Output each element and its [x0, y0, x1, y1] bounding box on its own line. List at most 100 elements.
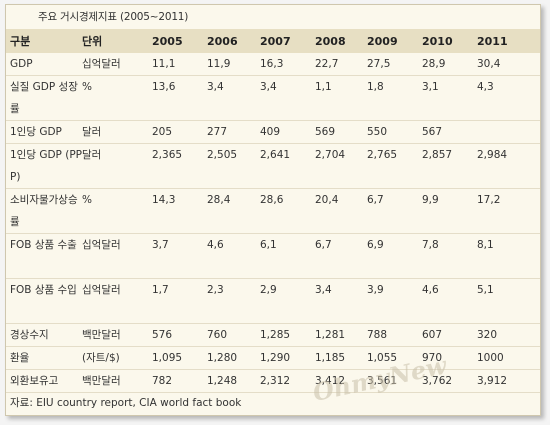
- row-label: 실질 GDP 성장률: [6, 75, 82, 121]
- value-cell: 1,8: [367, 75, 422, 121]
- table-row: FOB 상품 수입 십억달러 1,7 2,3 2,9 3,4 3,9 4,6 5,1: [6, 278, 540, 324]
- value-cell: 576: [152, 323, 207, 347]
- value-cell: 3,4: [207, 75, 260, 121]
- value-cell: 2,704: [315, 143, 367, 189]
- value-cell: 1,290: [260, 346, 315, 370]
- value-cell: 1,095: [152, 346, 207, 370]
- value-cell: 11,9: [207, 53, 260, 76]
- value-cell: 205: [152, 120, 207, 144]
- value-cell: 2,765: [367, 143, 422, 189]
- table-row: GDP 십억달러 11,1 11,9 16,3 22,7 27,5 28,9 30,4: [6, 53, 540, 76]
- row-label: 1인당 GDP: [6, 120, 82, 144]
- table-row: 실질 GDP 성장률% 13,6 3,4 3,4 1,1 1,8 3,1 4,3: [6, 75, 540, 121]
- row-label: 소비자물가상승률: [6, 188, 82, 234]
- row-label: GDP: [6, 53, 82, 76]
- value-cell: 28,9: [422, 53, 477, 76]
- row-unit: 십억달러: [82, 278, 152, 324]
- header-cell: 2011: [477, 34, 508, 48]
- value-cell: 760: [207, 323, 260, 347]
- value-cell: 3,561: [367, 369, 422, 393]
- value-cell: 13,6: [152, 75, 207, 121]
- header-cell: 2010: [422, 34, 453, 48]
- value-cell: 788: [367, 323, 422, 347]
- header-cell: 단위: [82, 35, 103, 48]
- value-cell: 1,7: [152, 278, 207, 324]
- row-unit: 백만달러: [82, 369, 152, 393]
- value-cell: 11,1: [152, 53, 207, 76]
- header-cell: 2007: [260, 34, 291, 48]
- row-label: FOB 상품 수입: [6, 278, 82, 324]
- value-cell: 4,6: [207, 233, 260, 279]
- table-row: 경상수지 백만달러 576 760 1,285 1,281 788 607 320: [6, 323, 540, 347]
- value-cell: 16,3: [260, 53, 315, 76]
- value-cell: 970: [422, 346, 477, 370]
- value-cell: 9,9: [422, 188, 477, 234]
- source-note: 자료: EIU country report, CIA world fact b…: [10, 397, 242, 409]
- row-unit: 달러: [82, 120, 152, 144]
- value-cell: 28,6: [260, 188, 315, 234]
- value-cell: 1000: [477, 346, 540, 370]
- value-cell: 550: [367, 120, 422, 144]
- value-cell: 569: [315, 120, 367, 144]
- value-cell: 2,505: [207, 143, 260, 189]
- value-cell: 2,984: [477, 143, 540, 189]
- value-cell: 2,312: [260, 369, 315, 393]
- row-unit: (자트/$): [82, 346, 152, 370]
- value-cell: 607: [422, 323, 477, 347]
- value-cell: 4,3: [477, 75, 540, 121]
- value-cell: 3,762: [422, 369, 477, 393]
- value-cell: 1,185: [315, 346, 367, 370]
- value-cell: 28,4: [207, 188, 260, 234]
- value-cell: 8,1: [477, 233, 540, 279]
- value-cell: 27,5: [367, 53, 422, 76]
- row-label: 경상수지: [6, 323, 82, 347]
- row-unit: 십억달러: [82, 233, 152, 279]
- value-cell: 1,285: [260, 323, 315, 347]
- row-unit: 십억달러: [82, 53, 152, 76]
- row-label: 외환보유고: [6, 369, 82, 393]
- table-row: 환율 (자트/$) 1,095 1,280 1,290 1,185 1,055 970 1000: [6, 346, 540, 370]
- value-cell: 6,7: [315, 233, 367, 279]
- value-cell: 3,7: [152, 233, 207, 279]
- value-cell: 2,641: [260, 143, 315, 189]
- value-cell: 6,1: [260, 233, 315, 279]
- row-unit: %: [82, 188, 152, 234]
- header-cell: 2005: [152, 34, 183, 48]
- value-cell: 7,8: [422, 233, 477, 279]
- header-cell: 2006: [207, 34, 238, 48]
- value-cell: 1,055: [367, 346, 422, 370]
- header-cell: 구분: [10, 35, 31, 48]
- value-cell: 5,1: [477, 278, 540, 324]
- indicator-table: 구분 단위 2005 2006 2007 2008 2009 2010 2011…: [6, 29, 540, 393]
- value-cell: 3,4: [260, 75, 315, 121]
- row-label: 1인당 GDP (PPP): [6, 143, 82, 189]
- value-cell: 320: [477, 323, 540, 347]
- value-cell: 3,9: [367, 278, 422, 324]
- value-cell: 567: [422, 120, 477, 144]
- value-cell: 3,412: [315, 369, 367, 393]
- value-cell: 22,7: [315, 53, 367, 76]
- value-cell: 2,365: [152, 143, 207, 189]
- value-cell: 14,3: [152, 188, 207, 234]
- value-cell: 4,6: [422, 278, 477, 324]
- row-label: FOB 상품 수출: [6, 233, 82, 279]
- table-panel: 주요 거시경제지표 (2005~2011) 구분 단위 2005 2006 20…: [5, 4, 541, 416]
- value-cell: 782: [152, 369, 207, 393]
- value-cell: 2,9: [260, 278, 315, 324]
- value-cell: 6,9: [367, 233, 422, 279]
- value-cell: 3,4: [315, 278, 367, 324]
- value-cell: [477, 120, 540, 144]
- value-cell: 3,1: [422, 75, 477, 121]
- value-cell: 409: [260, 120, 315, 144]
- table-caption: 주요 거시경제지표 (2005~2011): [38, 11, 189, 23]
- header-cell: 2009: [367, 34, 398, 48]
- table-row: 소비자물가상승률% 14,3 28,4 28,6 20,4 6,7 9,9 17,2: [6, 188, 540, 234]
- table-row: FOB 상품 수출 십억달러 3,7 4,6 6,1 6,7 6,9 7,8 8,1: [6, 233, 540, 279]
- value-cell: 3,912: [477, 369, 540, 393]
- value-cell: 2,3: [207, 278, 260, 324]
- value-cell: 17,2: [477, 188, 540, 234]
- value-cell: 1,281: [315, 323, 367, 347]
- value-cell: 1,248: [207, 369, 260, 393]
- header-cell: 2008: [315, 34, 346, 48]
- value-cell: 30,4: [477, 53, 540, 76]
